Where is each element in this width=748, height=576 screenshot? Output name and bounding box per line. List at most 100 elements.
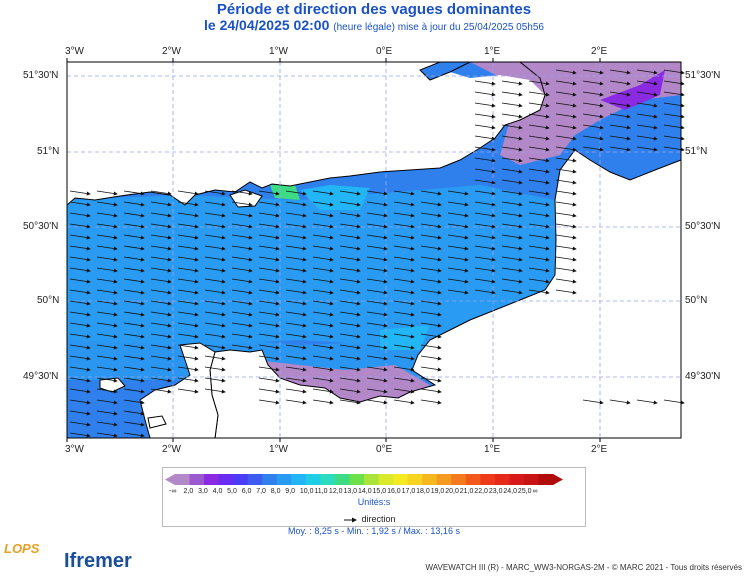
wave-direction-arrow (447, 256, 469, 262)
wave-direction-arrow (231, 278, 253, 284)
wave-direction-arrow (258, 344, 280, 350)
wave-direction-arrow (285, 355, 307, 361)
wave-direction-arrow (393, 223, 415, 229)
wave-direction-arrow (177, 355, 199, 361)
wave-direction-arrow (420, 300, 442, 306)
wave-direction-arrow (123, 212, 145, 218)
legend-swatch (349, 474, 365, 485)
wave-direction-arrow (204, 377, 226, 383)
wave-direction-arrow (447, 267, 469, 273)
lon-label-1w-top: 1°W (269, 46, 288, 57)
wave-direction-arrow (69, 311, 91, 317)
ifremer-logo: Ifremer (64, 550, 132, 572)
legend-tick-label: -∞ (169, 488, 177, 495)
wave-direction-arrow (393, 399, 415, 405)
wave-direction-arrow (339, 388, 361, 394)
legend-tick-label: 13,0 (343, 488, 358, 495)
wave-direction-arrow (609, 91, 631, 97)
wave-direction-arrow (123, 234, 145, 240)
wave-direction-arrow (96, 267, 118, 273)
legend-tick-label: 12,0 (328, 488, 343, 495)
wave-direction-arrow (447, 212, 469, 218)
wave-direction-arrow (285, 322, 307, 328)
wave-direction-arrow (636, 102, 658, 108)
wave-direction-arrow (258, 201, 280, 207)
wave-direction-arrow (366, 267, 388, 273)
wave-direction-arrow (339, 289, 361, 295)
wave-direction-arrow (204, 190, 226, 196)
legend-swatch (204, 474, 220, 485)
wave-direction-arrow (528, 245, 550, 251)
wave-direction-arrow (69, 234, 91, 240)
wave-direction-arrow (339, 399, 361, 405)
wave-direction-arrow (420, 245, 442, 251)
wave-direction-arrow (231, 223, 253, 229)
wave-direction-arrow (123, 300, 145, 306)
wave-direction-arrow (393, 300, 415, 306)
wave-direction-arrow (69, 267, 91, 273)
legend-tick-label: 21,0 (459, 488, 474, 495)
wave-direction-arrow (339, 322, 361, 328)
wave-direction-arrow (312, 245, 334, 251)
wave-direction-arrow (420, 267, 442, 273)
wave-direction-arrow (150, 355, 172, 361)
wave-direction-arrow (96, 344, 118, 350)
wave-direction-arrow (555, 157, 577, 163)
wave-direction-arrow (474, 168, 496, 174)
wave-direction-arrow (528, 267, 550, 273)
wave-direction-arrow (366, 300, 388, 306)
wave-direction-arrow (69, 388, 91, 394)
wave-direction-arrow (123, 245, 145, 251)
wave-direction-arrow (339, 223, 361, 229)
wave-direction-arrow (501, 124, 523, 130)
wave-direction-arrow (366, 311, 388, 317)
wave-direction-arrow (312, 212, 334, 218)
lat-label-50-left: 50°N (37, 295, 60, 306)
wave-direction-arrow (528, 212, 550, 218)
wave-direction-arrow (555, 201, 577, 207)
wave-direction-arrow (474, 267, 496, 273)
wave-direction-arrow (285, 212, 307, 218)
wave-direction-arrow (69, 377, 91, 383)
wave-direction-arrow (420, 333, 442, 339)
legend-tick-label: 19,0 (430, 488, 445, 495)
wave-direction-arrow (447, 223, 469, 229)
lat-label-5030-right: 50°30'N (685, 221, 721, 232)
legend-tick-label: 6,0 (241, 488, 252, 495)
legend-tick-label: 10,0 (299, 488, 314, 495)
wave-direction-arrow (474, 179, 496, 185)
legend-swatch (422, 474, 438, 485)
wave-direction-arrow (258, 256, 280, 262)
wave-direction-arrow (123, 190, 145, 196)
wave-direction-arrow (312, 399, 334, 405)
direction-label: direction (361, 514, 396, 524)
wave-direction-arrow (447, 289, 469, 295)
wave-direction-arrow (555, 124, 577, 130)
wave-direction-arrow (123, 333, 145, 339)
direction-arrows (69, 69, 685, 438)
wave-direction-arrow (474, 91, 496, 97)
wave-direction-arrow (528, 135, 550, 141)
lon-label-2w-bottom: 2°W (162, 444, 181, 455)
wave-direction-arrow (393, 344, 415, 350)
wave-direction-arrow (501, 234, 523, 240)
wave-direction-arrow (474, 102, 496, 108)
forecast-date: le 24/04/2025 02:00 (204, 17, 330, 33)
lat-label-5130-left: 51°30'N (23, 70, 59, 81)
wave-direction-arrow (555, 289, 577, 295)
wave-direction-arrow (501, 190, 523, 196)
wave-direction-arrow (285, 377, 307, 383)
wave-direction-arrow (582, 124, 604, 130)
wave-direction-arrow (366, 245, 388, 251)
wave-direction-arrow (96, 201, 118, 207)
wave-direction-arrow (474, 212, 496, 218)
legend-tick-label: 17,0 (401, 488, 416, 495)
wave-direction-arrow (366, 289, 388, 295)
wave-direction-arrow (582, 135, 604, 141)
wave-direction-arrow (258, 388, 280, 394)
legend-swatch (436, 474, 452, 485)
wave-direction-arrow (150, 322, 172, 328)
wave-direction-arrow (528, 102, 550, 108)
wave-direction-arrow (96, 278, 118, 284)
wave-direction-arrow (366, 377, 388, 383)
